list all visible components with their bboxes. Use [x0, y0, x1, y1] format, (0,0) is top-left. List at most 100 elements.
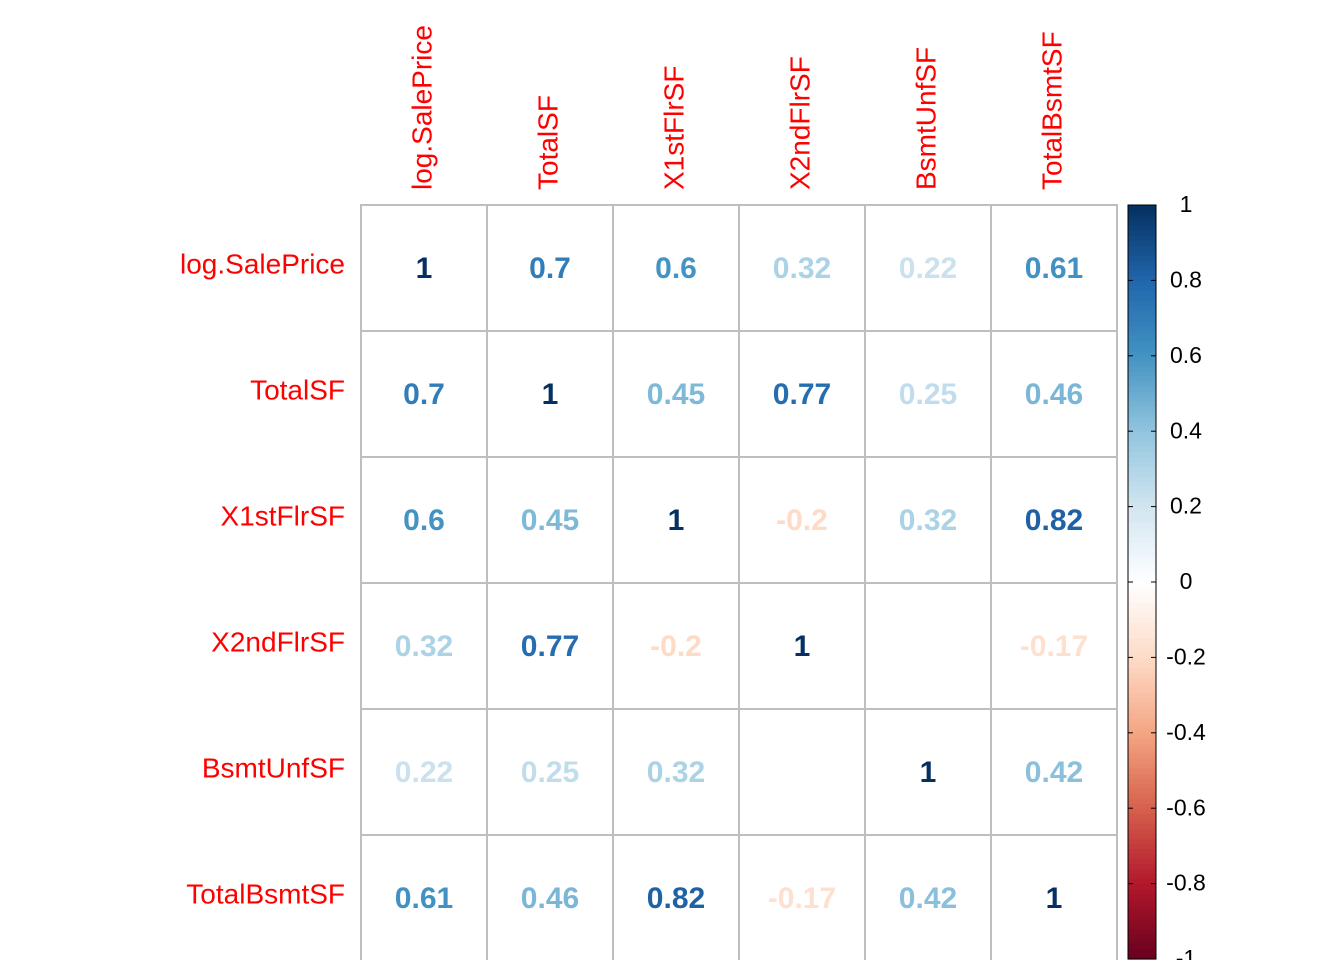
colorbar-segment [1128, 717, 1156, 724]
cell [990, 204, 1118, 332]
colorbar-segment [1128, 496, 1156, 503]
colorbar-segment [1128, 210, 1156, 216]
colorbar-segment [1128, 923, 1156, 930]
colorbar-segment [1128, 637, 1156, 643]
cell-value: 0.61 [1025, 252, 1083, 285]
cell [864, 708, 992, 836]
colorbar-segment [1128, 632, 1156, 638]
colorbar-segment [1128, 526, 1156, 533]
colorbar-segment [1128, 762, 1156, 769]
colorbar-tick-label: -0.8 [1166, 870, 1206, 896]
column-label: TotalSF [532, 95, 563, 190]
cell-value: 0 [920, 630, 937, 663]
colorbar-segment [1128, 486, 1156, 493]
colorbar-segment [1128, 466, 1156, 473]
colorbar-segment [1128, 441, 1156, 447]
colorbar-segment [1128, 396, 1156, 402]
colorbar-segment [1128, 245, 1156, 251]
colorbar-segment [1128, 898, 1156, 905]
row-label: X2ndFlrSF [211, 626, 345, 657]
cell [864, 456, 992, 584]
colorbar-segment [1128, 913, 1156, 920]
cell-value: 0.45 [647, 378, 705, 411]
colorbar-segment [1128, 783, 1156, 789]
colorbar-segment [1128, 858, 1156, 865]
colorbar-tick-label: 0.2 [1170, 493, 1202, 519]
colorbar-segment [1128, 692, 1156, 699]
colorbar-segment [1128, 823, 1156, 829]
cell-value: 0.46 [1025, 378, 1083, 411]
colorbar-segment [1128, 406, 1156, 412]
colorbar-segment [1128, 838, 1156, 844]
colorbar-segment [1128, 516, 1156, 523]
colorbar-segment [1128, 612, 1156, 618]
cell [486, 582, 614, 710]
colorbar-segment [1128, 943, 1156, 950]
colorbar-segment [1128, 687, 1156, 694]
colorbar-segment [1128, 622, 1156, 628]
colorbar-segment [1128, 793, 1156, 799]
colorbar-segment [1128, 471, 1156, 478]
colorbar-segment [1128, 667, 1156, 674]
colorbar-segment [1128, 385, 1156, 392]
cell-value: -0.17 [768, 882, 836, 915]
colorbar-segment [1128, 451, 1156, 457]
colorbar-segment [1128, 773, 1156, 779]
colorbar-segment [1128, 727, 1156, 734]
colorbar-segment [1128, 803, 1156, 809]
cell-value: 1 [1046, 882, 1063, 915]
colorbar-segment [1128, 747, 1156, 754]
cell-value: 0.45 [521, 504, 579, 537]
cell [486, 330, 614, 458]
cell-value: 0.25 [521, 756, 579, 789]
colorbar-segment [1128, 370, 1156, 377]
cell-value: 0.82 [647, 882, 705, 915]
cell-value: 0.22 [395, 756, 453, 789]
colorbar-tick-label: 0 [1180, 568, 1193, 594]
colorbar-segment [1128, 551, 1156, 558]
cell [738, 330, 866, 458]
colorbar-segment [1128, 873, 1156, 880]
colorbar-segment [1128, 521, 1156, 528]
cell [360, 834, 488, 960]
colorbar-segment [1128, 938, 1156, 945]
colorbar-segment [1128, 260, 1156, 266]
cell [738, 582, 866, 710]
colorbar-segment [1128, 843, 1156, 850]
cell [990, 582, 1118, 710]
cell [612, 834, 740, 960]
colorbar-segment [1128, 310, 1156, 317]
colorbar-segment [1128, 255, 1156, 261]
colorbar-segment [1128, 411, 1156, 417]
colorbar-segment [1128, 722, 1156, 729]
colorbar-segment [1128, 275, 1156, 281]
colorbar-segment [1128, 592, 1156, 598]
cell-value: 0.82 [1025, 504, 1083, 537]
row-label: TotalBsmtSF [186, 878, 345, 909]
cell [612, 708, 740, 836]
colorbar-segment [1128, 566, 1156, 573]
colorbar-segment [1128, 390, 1156, 397]
colorbar-segment [1128, 270, 1156, 276]
colorbar-segment [1128, 491, 1156, 498]
cell-value: 0.32 [395, 630, 453, 663]
row-label: log.SalePrice [180, 248, 345, 279]
colorbar-segment [1128, 767, 1156, 774]
colorbar-segment [1128, 416, 1156, 422]
colorbar-segment [1128, 325, 1156, 332]
cell [612, 582, 740, 710]
colorbar-segment [1128, 320, 1156, 327]
colorbar-segment [1128, 868, 1156, 875]
cell [738, 834, 866, 960]
colorbar-segment [1128, 617, 1156, 623]
colorbar-segment [1128, 732, 1156, 739]
cell [738, 708, 866, 836]
cell [990, 708, 1118, 836]
cell-value: 0.46 [521, 882, 579, 915]
colorbar-segment [1128, 315, 1156, 322]
colorbar-segment [1128, 501, 1156, 508]
cell-value: 0.7 [529, 252, 571, 285]
colorbar-segment [1128, 903, 1156, 910]
cell [486, 834, 614, 960]
